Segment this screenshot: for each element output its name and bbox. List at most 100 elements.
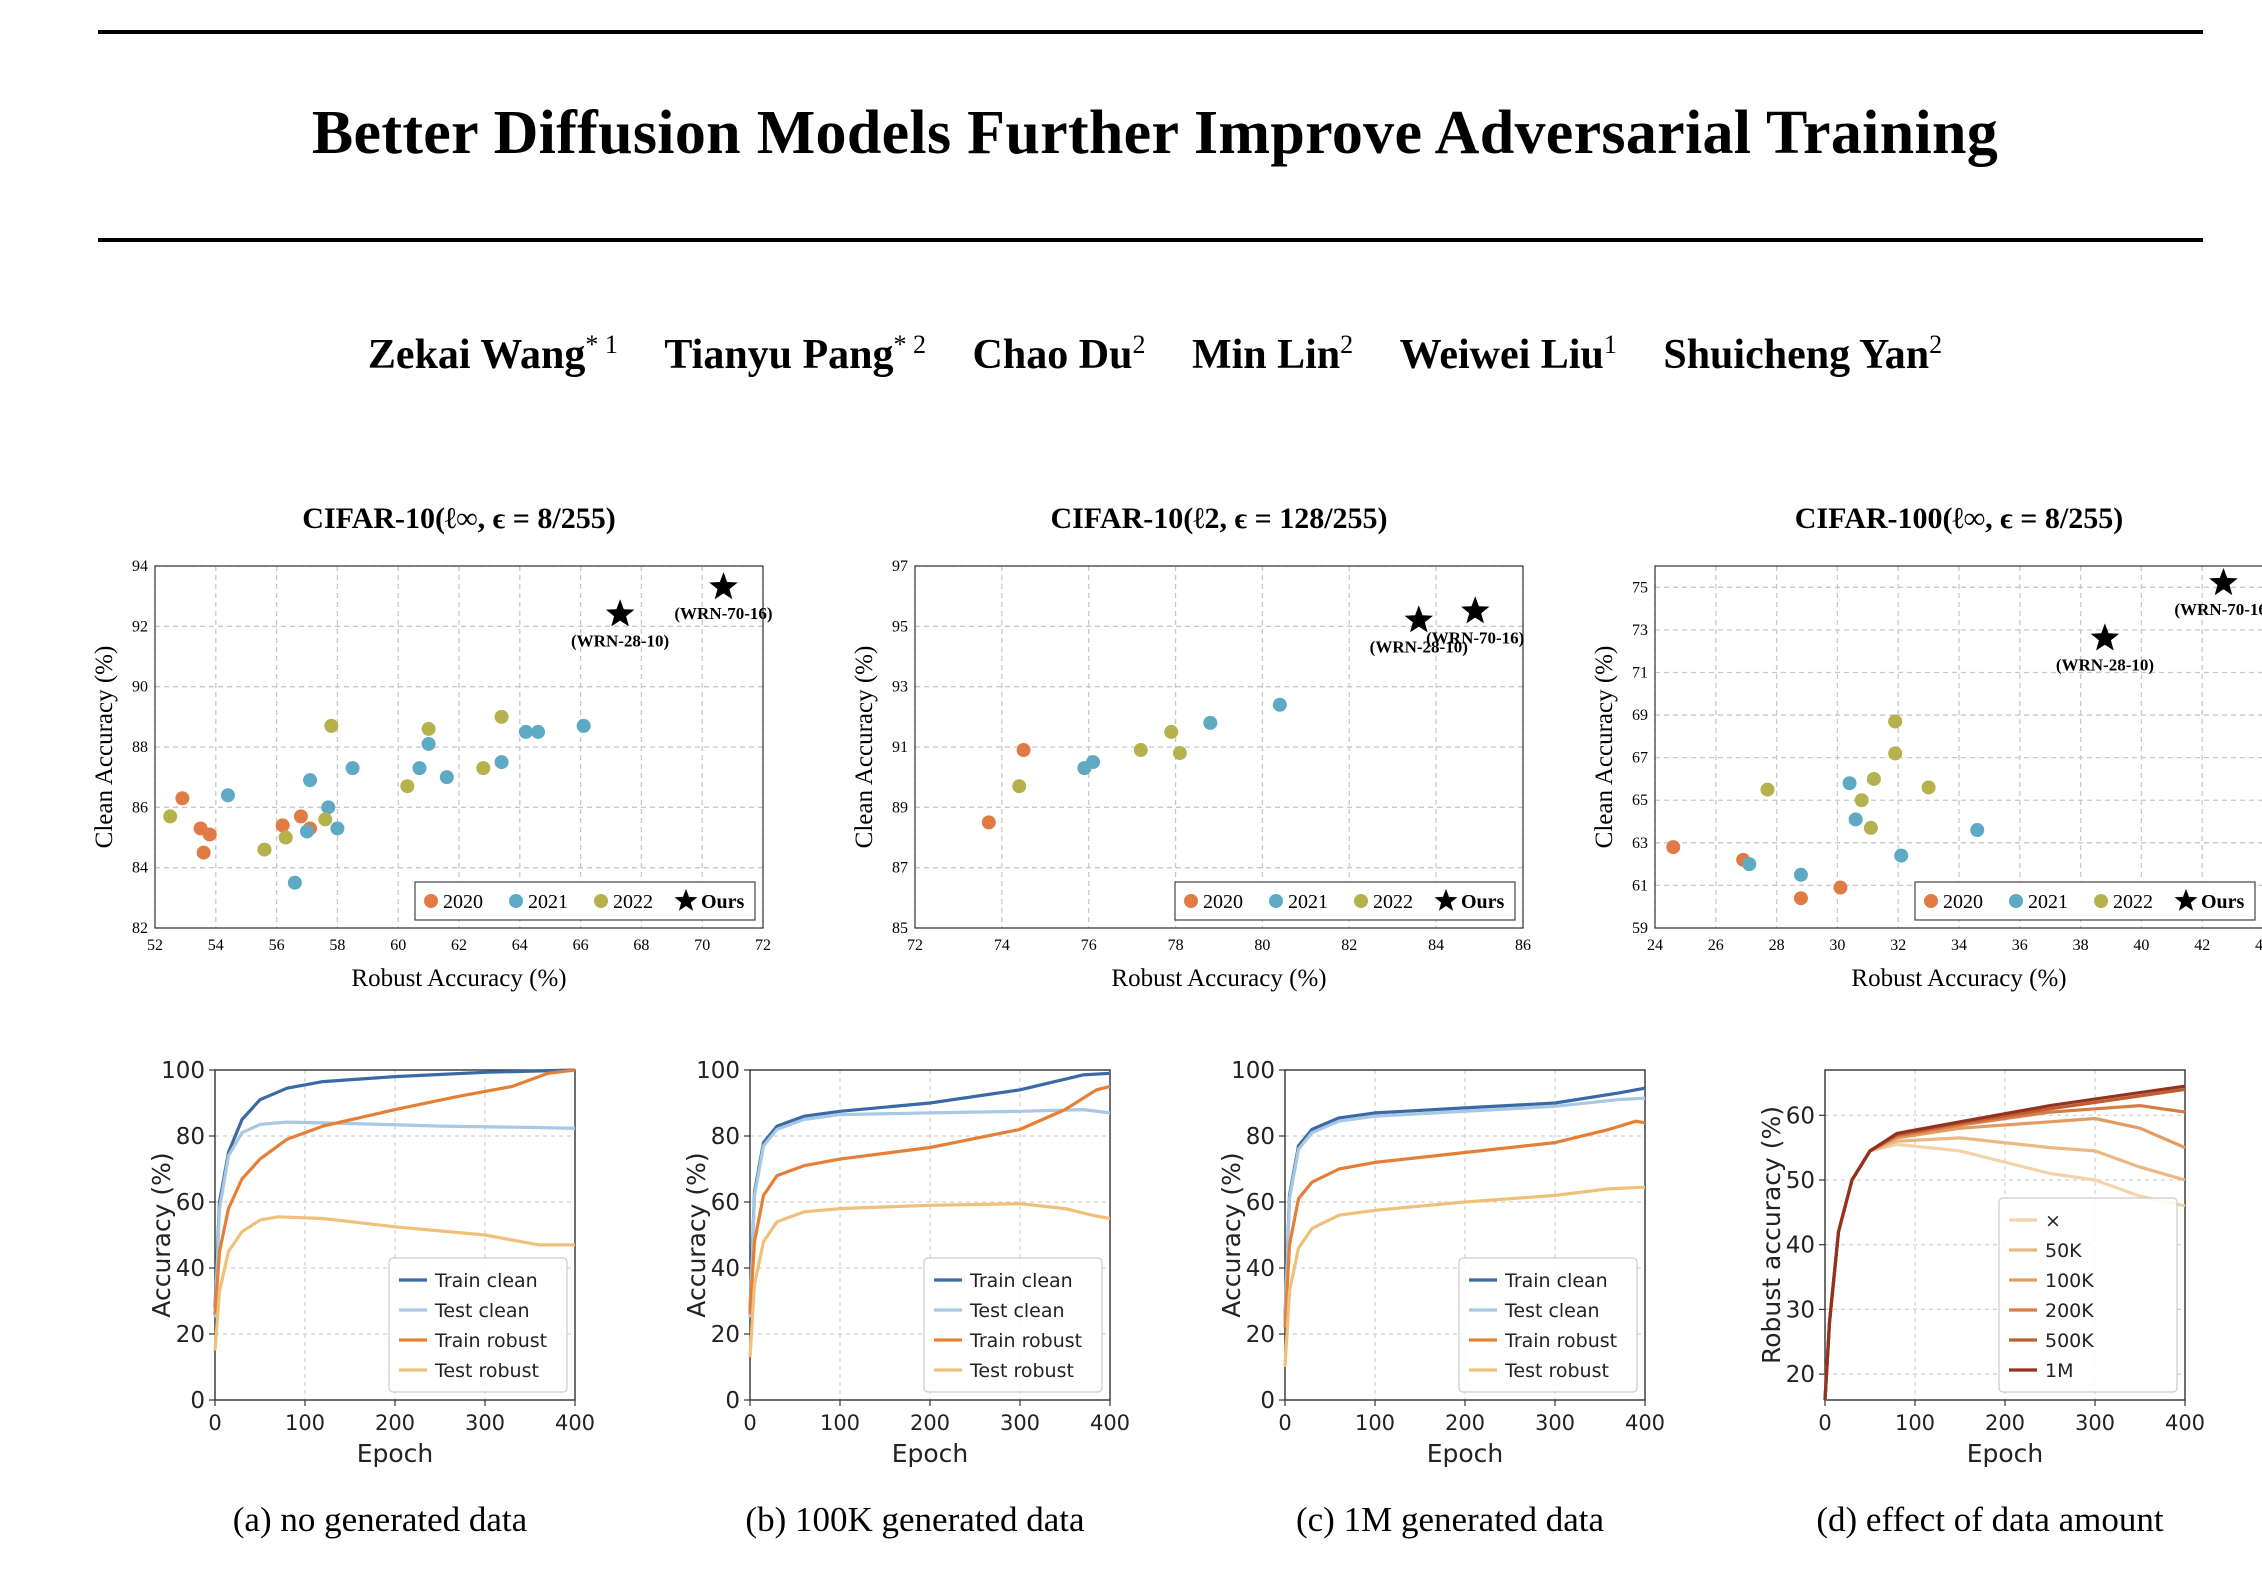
legend-label: 1M — [2045, 1360, 2073, 1382]
y-tick-label: 40 — [176, 1256, 205, 1282]
data-point-2020 — [175, 791, 190, 806]
x-tick-label: 32 — [1890, 937, 1906, 954]
caption-b: (b) 100K generated data — [745, 1500, 1085, 1539]
1m-generated-data-line-chart: 0 100 200 300 400 0 20 40 60 80 100 Epoch Accuracy (… — [1217, 1058, 1665, 1468]
legend-label: 200K — [2045, 1300, 2094, 1322]
ours-star-marker — [1461, 596, 1490, 624]
y-tick-label: 0 — [1260, 1388, 1275, 1414]
data-point-2022 — [1760, 782, 1775, 797]
legend-marker-2021 — [2009, 894, 2023, 908]
ours-model-label: (WRN-70-16) — [1426, 628, 1524, 647]
data-point-2021 — [531, 724, 546, 739]
x-tick-label: 24 — [1647, 937, 1663, 954]
data-point-2022 — [278, 830, 293, 845]
plot-frame — [1284, 1069, 1646, 1401]
x-tick-label: 28 — [1769, 937, 1785, 954]
y-tick-label: 0 — [725, 1388, 740, 1414]
legend-label: Train clean — [434, 1270, 538, 1292]
plot-frame — [914, 565, 1524, 929]
legend: Train clean Test clean Train robust Test ro… — [388, 1257, 568, 1393]
y-tick-label: 40 — [1786, 1233, 1815, 1259]
legend-box — [414, 881, 756, 921]
y-tick-label: 60 — [176, 1190, 205, 1216]
legend-marker-2020 — [1924, 894, 1938, 908]
y-tick-label: 91 — [892, 739, 908, 756]
legend-label: 2022 — [2113, 891, 2153, 913]
y-axis-label: Clean Accuracy (%) — [851, 646, 878, 849]
x-tick-label: 68 — [633, 937, 649, 954]
legend-marker-ours — [1434, 889, 1458, 911]
data-point-2021 — [220, 788, 235, 803]
x-tick-label: 86 — [1515, 937, 1531, 954]
legend-label: Test clean — [969, 1300, 1065, 1322]
ours-model-label: (WRN-70-16) — [2174, 600, 2262, 619]
legend-box — [388, 1257, 568, 1393]
data-point-2021 — [494, 755, 509, 770]
y-tick-label: 82 — [132, 920, 148, 937]
x-tick-label: 0 — [1278, 1411, 1291, 1435]
x-tick-label: 38 — [2073, 937, 2089, 954]
x-tick-label: 62 — [451, 937, 467, 954]
y-axis-label: Accuracy (%) — [1217, 1152, 1246, 1317]
x-tick-label: 72 — [755, 937, 771, 954]
x-axis-label: Robust Accuracy (%) — [1111, 965, 1326, 992]
y-axis-label: Robust accuracy (%) — [1757, 1106, 1786, 1364]
x-tick-label: 84 — [1428, 937, 1444, 954]
data-point-2021 — [576, 718, 591, 733]
legend-label: 2022 — [613, 891, 653, 913]
x-tick-label: 76 — [1081, 937, 1097, 954]
series-line-1m — [1823, 1084, 2186, 1401]
x-tick-label: 300 — [1000, 1411, 1040, 1435]
x-axis-label: Epoch — [357, 1439, 434, 1468]
x-tick-label: 0 — [208, 1411, 221, 1435]
y-tick-label: 67 — [1632, 750, 1648, 767]
data-point-2021 — [439, 770, 454, 785]
data-point-2021 — [1086, 755, 1101, 770]
legend-label: Test robust — [434, 1360, 539, 1382]
x-axis-label: Epoch — [1967, 1439, 2044, 1468]
data-point-2020 — [293, 809, 308, 824]
y-tick-label: 69 — [1632, 707, 1648, 724]
series-line-train-robust — [1283, 1119, 1646, 1328]
data-point-2020 — [1016, 743, 1031, 758]
title-bottom-rule — [98, 238, 2203, 242]
x-tick-label: 40 — [2133, 937, 2149, 954]
x-tick-label: 80 — [1254, 937, 1270, 954]
y-tick-label: 59 — [1632, 920, 1648, 937]
y-tick-label: 71 — [1632, 664, 1648, 681]
x-tick-label: 300 — [2075, 1411, 2115, 1435]
x-tick-label: 66 — [573, 937, 589, 954]
x-axis-label: Epoch — [892, 1439, 969, 1468]
y-tick-label: 94 — [132, 558, 148, 575]
legend-label: Test clean — [434, 1300, 530, 1322]
author: Shuicheng Yan2 — [1663, 330, 1943, 378]
plot-frame — [154, 565, 764, 929]
cifar100-linf-scatter-chart: CIFAR-100(ℓ∞, ϵ = 8/255) 24 26 28 30 32 34 36 38… — [1591, 502, 2262, 992]
y-tick-label: 97 — [892, 558, 908, 575]
y-tick-label: 88 — [132, 739, 148, 756]
data-point-2021 — [345, 761, 360, 776]
chart-title: CIFAR-100(ℓ∞, ϵ = 8/255) — [1795, 502, 2123, 535]
x-tick-label: 60 — [390, 937, 406, 954]
x-tick-label: 82 — [1341, 937, 1357, 954]
y-tick-label: 92 — [132, 618, 148, 635]
data-point-2022 — [400, 779, 415, 794]
x-tick-label: 100 — [1895, 1411, 1935, 1435]
legend-label: 2021 — [1288, 891, 1328, 913]
x-axis-label: Robust Accuracy (%) — [351, 965, 566, 992]
author-list: Zekai Wang* 1 Tianyu Pang* 2 Chao Du2 Mi… — [0, 330, 2262, 379]
x-tick-label: 400 — [2165, 1411, 2205, 1435]
data-point-2021 — [300, 824, 314, 839]
x-tick-label: 52 — [147, 937, 163, 954]
x-tick-label: 200 — [375, 1411, 415, 1435]
x-tick-label: 100 — [820, 1411, 860, 1435]
ours-model-label: (WRN-28-10) — [1370, 637, 1468, 656]
top-rule — [98, 30, 2203, 34]
data-point-2021 — [303, 773, 318, 788]
data-point-2022 — [1866, 771, 1881, 786]
data-point-2022 — [1888, 714, 1903, 729]
x-tick-label: 56 — [269, 937, 285, 954]
x-tick-label: 200 — [1445, 1411, 1485, 1435]
x-tick-label: 74 — [994, 937, 1010, 954]
x-tick-label: 0 — [743, 1411, 756, 1435]
